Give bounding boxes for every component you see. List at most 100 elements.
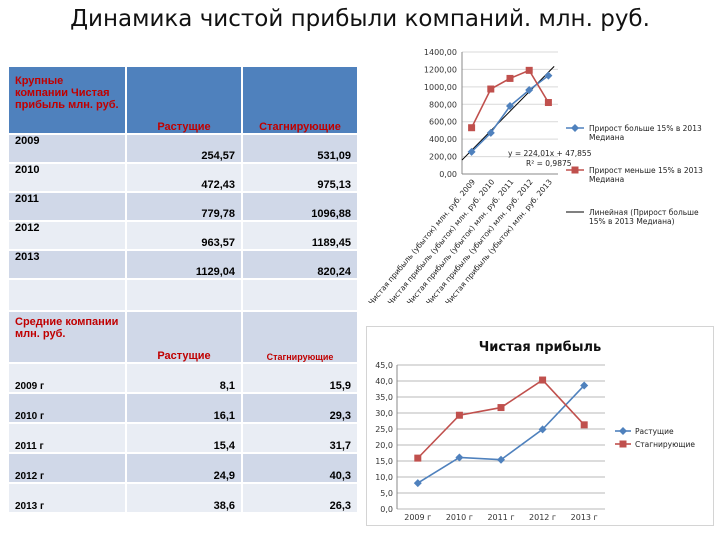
legend-label: Растущие <box>635 427 674 436</box>
data-point <box>580 381 589 390</box>
legend-marker <box>619 440 627 448</box>
table-row: 2013 1129,04 820,24 <box>7 249 359 280</box>
table-row: 2011 г 15,4 31,7 <box>7 422 359 454</box>
stagnant-value: 975,13 <box>241 162 359 193</box>
table-row: 2013 г 38,6 26,3 <box>7 482 359 514</box>
stagnant-value: 26,3 <box>241 482 359 514</box>
y-tick-label: 40,0 <box>375 377 393 386</box>
trendline-r2: R² = 0,9875 <box>526 159 572 168</box>
stagnant-value: 1096,88 <box>241 191 359 222</box>
large-header-row: Крупные компании Чистая прибыль млн. руб… <box>7 65 359 135</box>
stagnant-value: 1189,45 <box>241 220 359 251</box>
x-tick-label: 2010 г <box>446 513 473 522</box>
year-cell: 2010 <box>7 162 127 193</box>
y-tick-label: 10,0 <box>375 473 393 482</box>
y-tick-label: 1000,00 <box>424 83 457 92</box>
net-profit-chart: Чистая прибыль 0,0 5,0 10,0 15,0 20,0 25,0 30,0… <box>366 326 714 526</box>
legend-marker <box>571 166 579 174</box>
year-cell: 2012 г <box>7 452 127 484</box>
data-point <box>539 376 547 384</box>
y-tick-label: 1200,00 <box>424 65 457 74</box>
medium-col-stagnant: Стагнирующие <box>241 310 359 364</box>
chart-title: Чистая прибыль <box>479 340 601 355</box>
series-line <box>417 378 585 459</box>
trendline-equation: y = 224,01x + 47,855 <box>508 149 592 158</box>
year-cell: 2011 г <box>7 422 127 454</box>
growing-value: 254,57 <box>125 133 243 164</box>
y-tick-label: 15,0 <box>375 457 393 466</box>
y-tick-label: 400,00 <box>429 135 457 144</box>
series-line <box>417 384 585 484</box>
large-col-stagnant: Стагнирующие <box>241 65 359 135</box>
net-profit-chart-svg: Чистая прибыль 0,0 5,0 10,0 15,0 20,0 25,0 30,0… <box>375 340 695 522</box>
stagnant-value: 531,09 <box>241 133 359 164</box>
y-tick-label: 0,00 <box>439 170 457 179</box>
legend-marker <box>571 124 579 132</box>
data-point <box>497 404 505 412</box>
year-cell: 2010 г <box>7 392 127 424</box>
data-point <box>544 99 552 107</box>
y-tick-label: 30,0 <box>375 409 393 418</box>
data-point <box>506 102 514 111</box>
y-tick-label: 35,0 <box>375 393 393 402</box>
stagnant-value: 31,7 <box>241 422 359 454</box>
data-point <box>414 454 422 462</box>
stagnant-value: 40,3 <box>241 452 359 484</box>
legend-label: Прирост меньше 15% в 2013 Медиана <box>589 166 703 184</box>
y-tick-label: 25,0 <box>375 425 393 434</box>
page-title: Динамика чистой прибыли компаний. млн. р… <box>70 6 650 32</box>
profit-table: Крупные компании Чистая прибыль млн. руб… <box>7 65 359 514</box>
empty-row <box>7 278 359 312</box>
growing-value: 1129,04 <box>125 249 243 280</box>
medium-header-row: Средние компании млн. руб. Растущие Стаг… <box>7 310 359 364</box>
data-point <box>487 85 495 93</box>
growing-value: 779,78 <box>125 191 243 222</box>
data-point <box>525 66 533 74</box>
data-point <box>455 411 463 419</box>
data-point <box>467 147 476 156</box>
y-tick-label: 45,0 <box>375 361 393 370</box>
table-row: 2009 г 8,1 15,9 <box>7 362 359 394</box>
growing-value: 963,57 <box>125 220 243 251</box>
table-row: 2011 779,78 1096,88 <box>7 191 359 222</box>
growing-value: 38,6 <box>125 482 243 514</box>
data-point <box>455 453 464 462</box>
data-point <box>580 421 588 429</box>
data-point <box>544 71 553 80</box>
year-cell: 2012 <box>7 220 127 251</box>
table-row: 2010 г 16,1 29,3 <box>7 392 359 424</box>
medium-companies-header: Средние компании млн. руб. <box>7 310 127 364</box>
large-col-growing: Растущие <box>125 65 243 135</box>
growing-value: 8,1 <box>125 362 243 394</box>
x-tick-label: 2012 г <box>529 513 556 522</box>
growing-value: 24,9 <box>125 452 243 484</box>
table-row: 2012 г 24,9 40,3 <box>7 452 359 484</box>
data-point <box>525 86 534 95</box>
y-tick-label: 5,0 <box>380 489 393 498</box>
legend-marker <box>619 427 627 435</box>
growing-value: 472,43 <box>125 162 243 193</box>
legend-label: Прирост больше 15% в 2013 Медиана <box>589 124 702 142</box>
data-point <box>538 425 547 434</box>
x-tick-label: 2013 г <box>571 513 598 522</box>
large-companies-chart: 0,00 200,00 400,00 600,00 800,00 1000,00 1200,… <box>366 42 714 326</box>
year-cell: 2013 г <box>7 482 127 514</box>
data-point <box>506 74 514 82</box>
table-row: 2009 254,57 531,09 <box>7 133 359 164</box>
medium-col-growing: Растущие <box>125 310 243 364</box>
large-companies-chart-svg: 0,00 200,00 400,00 600,00 800,00 1000,00 1200,… <box>367 48 704 307</box>
year-cell: 2009 г <box>7 362 127 394</box>
data-point <box>497 455 505 464</box>
x-tick-label: 2009 г <box>404 513 431 522</box>
year-cell: 2009 <box>7 133 127 164</box>
y-tick-label: 1400,00 <box>424 48 457 57</box>
y-tick-label: 0,0 <box>380 505 393 514</box>
year-cell: 2013 <box>7 249 127 280</box>
y-tick-label: 200,00 <box>429 153 457 162</box>
data-point <box>468 124 476 132</box>
table-row: 2010 472,43 975,13 <box>7 162 359 193</box>
data-point <box>486 128 495 137</box>
growing-value: 16,1 <box>125 392 243 424</box>
year-cell: 2011 <box>7 191 127 222</box>
x-tick-label: 2011 г <box>487 513 514 522</box>
